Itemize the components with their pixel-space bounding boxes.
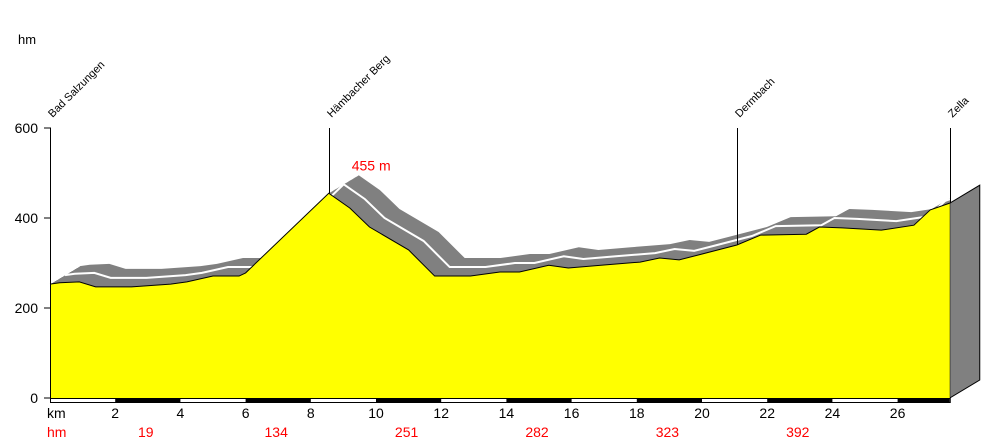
climb-value: 251 [395,424,419,440]
x-tick-label: 8 [307,405,315,421]
scale-bar-segment [376,398,442,403]
climb-row-label: hm [47,424,66,440]
x-tick-label: 26 [890,405,906,421]
x-tick-label: 20 [694,405,710,421]
terrain-side-face [949,184,981,399]
elevation-line [49,192,950,288]
distance-scale-bar [50,398,951,403]
climb-value: 282 [525,424,549,440]
place-label: Dermbach [733,76,777,120]
place-label: Zella [946,94,972,120]
scale-bar-segment [897,398,950,403]
x-tick-label: 2 [111,405,119,421]
x-tick-label: 24 [825,405,841,421]
climb-value: 134 [265,424,289,440]
climb-value: 19 [138,424,154,440]
side-face [949,184,981,399]
x-tick-label: 6 [242,405,250,421]
x-tick-label: 10 [368,405,384,421]
y-tick-label: 200 [15,300,39,316]
y-tick-label: 400 [15,210,39,226]
scale-bar-segment [636,398,702,403]
peak-elevation-label: 455 m [352,157,391,173]
x-tick-label: 16 [564,405,580,421]
x-tick-label: 12 [433,405,449,421]
climb-value: 323 [656,424,680,440]
scale-bar-segment [506,398,572,403]
scale-bar-segment [767,398,833,403]
scale-bar-segment [245,398,311,403]
x-tick-label: 14 [499,405,515,421]
y-tick-label: 0 [30,390,38,406]
x-tick-label: 4 [177,405,185,421]
climb-value: 392 [786,424,810,440]
x-axis-label: km [47,405,66,421]
x-tick-label: 22 [759,405,775,421]
scale-bar-segment [115,398,181,403]
place-label: Bad Salzungen [46,59,107,120]
elevation-area [49,192,950,398]
elevation-fill [50,193,950,398]
y-axis-label: hm [18,32,36,47]
y-tick-label: 600 [15,120,39,136]
x-tick-label: 18 [629,405,645,421]
band-center-line [64,182,950,279]
place-label: Hämbacher Berg [325,53,392,120]
